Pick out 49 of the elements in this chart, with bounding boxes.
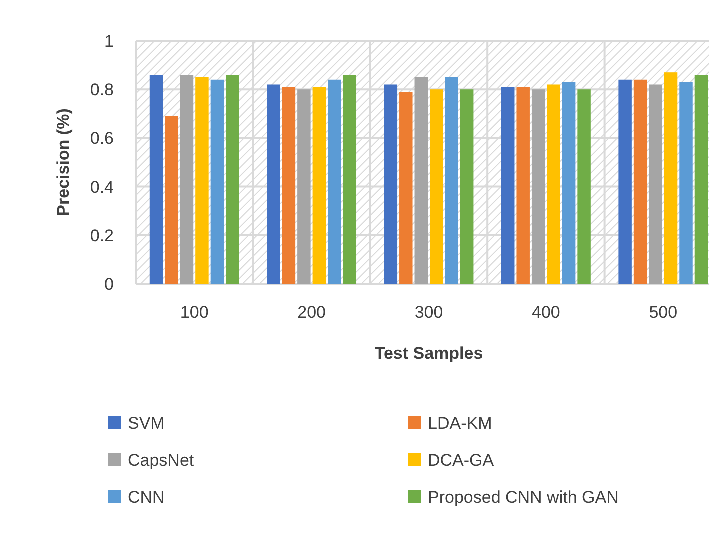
bar	[210, 80, 224, 284]
bar	[547, 84, 560, 284]
bar	[680, 82, 693, 284]
legend-label: SVM	[128, 414, 165, 433]
legend-label: CapsNet	[128, 450, 194, 470]
legend-label: CNN	[128, 488, 165, 507]
legend-label: Proposed CNN with GAN	[428, 488, 619, 507]
bar	[165, 116, 178, 284]
y-tick-label: 0	[104, 274, 114, 294]
bar	[328, 80, 342, 284]
x-tick-label: 400	[532, 303, 560, 322]
bar	[298, 90, 311, 284]
x-tick-label: 300	[414, 303, 444, 322]
bar	[460, 90, 474, 284]
bar	[312, 87, 326, 284]
bar	[501, 87, 515, 284]
bar	[226, 75, 240, 284]
bar	[343, 75, 357, 284]
bar	[384, 84, 398, 284]
y-tick-label: 0.2	[90, 226, 114, 246]
x-tick-label: 100	[180, 303, 209, 322]
bar	[414, 77, 428, 284]
y-axis-title: Precision (%)	[54, 108, 73, 216]
y-tick-label: 1	[104, 32, 114, 51]
x-tick-label: 500	[649, 303, 678, 322]
bar	[578, 90, 591, 284]
y-tick-label: 0.4	[90, 178, 114, 197]
bar	[267, 84, 280, 284]
bar	[400, 92, 413, 284]
bar	[562, 82, 576, 284]
bar	[532, 90, 546, 284]
legend-label: LDA-KM	[428, 414, 492, 433]
bar	[196, 77, 209, 284]
x-tick-label: 200	[298, 303, 326, 322]
bar	[282, 87, 296, 284]
bar	[430, 90, 444, 284]
bar	[694, 75, 708, 284]
bar	[516, 87, 530, 284]
y-tick-label: 0.8	[90, 80, 114, 100]
legend-label: DCA-GA	[428, 450, 495, 470]
bar	[150, 75, 164, 284]
x-axis-title: Test Samples	[374, 344, 484, 363]
bar	[634, 80, 648, 284]
bar	[180, 75, 194, 284]
bar	[445, 77, 458, 284]
bar	[649, 84, 662, 284]
bar	[664, 72, 678, 284]
y-tick-label: 0.6	[90, 129, 114, 148]
bar	[618, 80, 632, 284]
